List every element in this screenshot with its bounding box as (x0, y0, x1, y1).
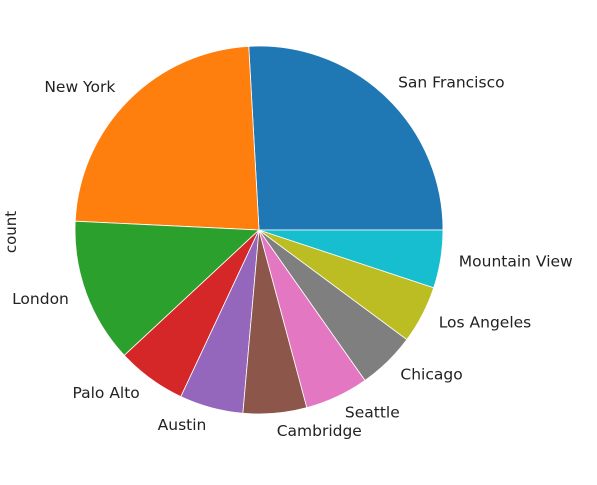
pie-label-chicago: Chicago (400, 365, 462, 383)
pie-slice-mountain-view (258, 229, 444, 289)
pie-slices (74, 45, 444, 415)
pie-label-palo-alto: Palo Alto (72, 384, 139, 402)
pie-label-cambridge: Cambridge (277, 422, 362, 440)
pie-label-los-angeles: Los Angeles (439, 314, 532, 332)
pie-slice-new-york (74, 45, 260, 231)
pie-label-mountain-view: Mountain View (459, 253, 573, 271)
y-axis-label: count (2, 211, 20, 253)
pie-label-seattle: Seattle (345, 404, 400, 422)
pie-slice-san-francisco (248, 45, 444, 231)
pie-label-new-york: New York (44, 78, 115, 96)
pie-label-san-francisco: San Francisco (398, 73, 504, 91)
pie-slice-london (74, 220, 260, 356)
pie-label-london: London (12, 290, 69, 308)
pie-labels: San Francisco New York London Palo Alto Aust… (12, 73, 573, 440)
pie-label-austin: Austin (158, 416, 207, 434)
